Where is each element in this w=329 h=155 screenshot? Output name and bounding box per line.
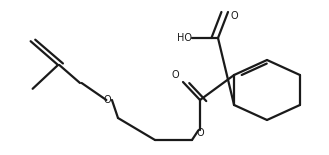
Text: HO: HO [177, 33, 191, 43]
Text: O: O [231, 11, 239, 21]
Text: O: O [196, 128, 204, 138]
Text: O: O [171, 71, 179, 80]
Text: O: O [104, 95, 111, 105]
